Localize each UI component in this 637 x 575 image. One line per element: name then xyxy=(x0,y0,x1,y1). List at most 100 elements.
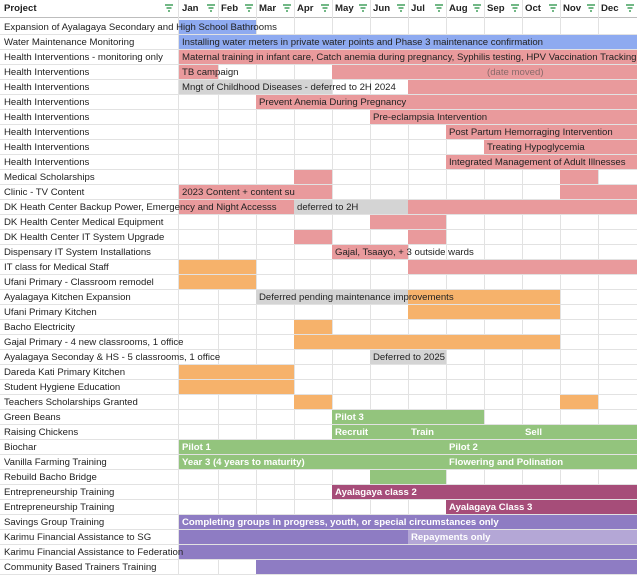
filter-icon[interactable] xyxy=(548,3,558,14)
project-name-cell[interactable]: Dareda Kati Primary Kitchen xyxy=(4,367,126,378)
column-divider xyxy=(256,0,257,574)
timeline-note[interactable]: Pilot 2 xyxy=(449,442,478,453)
filter-icon[interactable] xyxy=(625,3,635,14)
filter-icon[interactable] xyxy=(434,3,444,14)
timeline-bar xyxy=(370,350,446,364)
project-name-cell[interactable]: Health Interventions xyxy=(4,157,90,168)
row-divider xyxy=(0,484,637,485)
timeline-note[interactable]: Ayalagaya class 2 xyxy=(335,487,417,498)
project-name-cell[interactable]: Savings Group Training xyxy=(4,517,105,528)
project-name-cell[interactable]: DK Health Center IT System Upgrade xyxy=(4,232,165,243)
project-name-cell[interactable]: Karimu Financial Assistance to Federatio… xyxy=(4,547,184,558)
project-name-cell[interactable]: Health Interventions xyxy=(4,142,90,153)
project-name-cell[interactable]: Green Beans xyxy=(4,412,61,423)
row-divider xyxy=(0,139,637,140)
timeline-note[interactable]: Mngt of Childhood Diseases - deferred to… xyxy=(182,82,396,93)
filter-icon[interactable] xyxy=(320,3,330,14)
column-header-month[interactable]: Sep xyxy=(487,3,505,14)
filter-icon[interactable] xyxy=(510,3,520,14)
timeline-note[interactable]: Completing groups in progress, youth, or… xyxy=(182,517,499,528)
project-name-cell[interactable]: Student Hygiene Education xyxy=(4,382,121,393)
project-name-cell[interactable]: Health Interventions - monitoring only xyxy=(4,52,163,63)
column-header-month[interactable]: Feb xyxy=(221,3,239,14)
column-header-month[interactable]: Aug xyxy=(449,3,468,14)
column-header-month[interactable]: Jan xyxy=(182,3,199,14)
project-name-cell[interactable]: Ufani Primary Kitchen xyxy=(4,307,97,318)
project-name-cell[interactable]: Clinic - TV Content xyxy=(4,187,85,198)
timeline-note[interactable]: Sell xyxy=(525,427,543,438)
project-name-cell[interactable]: Entrepreneurship Training xyxy=(4,502,115,513)
project-name-cell[interactable]: Ayalagaya Seconday & HS - 5 classrooms, … xyxy=(4,352,221,363)
project-name-cell[interactable]: Water Maintenance Monitoring xyxy=(4,37,135,48)
row-divider xyxy=(0,109,637,110)
column-header-month[interactable]: Dec xyxy=(601,3,619,14)
project-name-cell[interactable]: Health Interventions xyxy=(4,112,90,123)
project-name-cell[interactable]: Dispensary IT System Installations xyxy=(4,247,151,258)
column-header-month[interactable]: Jul xyxy=(411,3,425,14)
timeline-note[interactable]: TB campaign xyxy=(182,67,239,78)
project-name-cell[interactable]: Vanilla Farming Training xyxy=(4,457,107,468)
timeline-bar xyxy=(560,185,637,199)
project-name-cell[interactable]: Entrepreneurship Training xyxy=(4,487,115,498)
timeline-note[interactable]: Prevent Anemia During Pregnancy xyxy=(259,97,407,108)
timeline-note[interactable]: Maternal training in infant care, Catch … xyxy=(182,52,637,63)
timeline-note[interactable]: Ayalagaya Class 3 xyxy=(449,502,533,513)
timeline-note[interactable]: deferred to 2H xyxy=(297,202,359,213)
project-name-cell[interactable]: Health Interventions xyxy=(4,67,90,78)
project-name-cell[interactable]: Gajal Primary - 4 new classrooms, 1 offi… xyxy=(4,337,184,348)
timeline-note[interactable]: Integrated Management of Adult Illnesses xyxy=(449,157,626,168)
timeline-note[interactable]: Post Partum Hemorraging Intervention xyxy=(449,127,613,138)
filter-icon[interactable] xyxy=(586,3,596,14)
row-divider xyxy=(0,169,637,170)
timeline-note[interactable]: Deferred pending maintenance improvement… xyxy=(259,292,454,303)
project-name-cell[interactable]: Karimu Financial Assistance to SG xyxy=(4,532,152,543)
column-header-month[interactable]: Mar xyxy=(259,3,277,14)
project-name-cell[interactable]: Bacho Electricity xyxy=(4,322,75,333)
timeline-bar xyxy=(370,110,637,124)
project-name-cell[interactable]: Health Interventions xyxy=(4,82,90,93)
project-name-cell[interactable]: Biochar xyxy=(4,442,37,453)
timeline-note[interactable]: Year 3 (4 years to maturity) xyxy=(182,457,305,468)
column-header-month[interactable]: Nov xyxy=(563,3,582,14)
project-name-cell[interactable]: Ayalagaya Kitchen Expansion xyxy=(4,292,131,303)
timeline-bar xyxy=(560,170,598,184)
project-name-cell[interactable]: Raising Chickens xyxy=(4,427,79,438)
filter-icon[interactable] xyxy=(396,3,406,14)
project-name-cell[interactable]: IT class for Medical Staff xyxy=(4,262,109,273)
timeline-note[interactable]: Repayments only xyxy=(411,532,491,543)
column-header-month[interactable]: May xyxy=(335,3,354,14)
column-header-month[interactable]: Oct xyxy=(525,3,541,14)
project-name-cell[interactable]: DK Health Center Medical Equipment xyxy=(4,217,164,228)
timeline-note[interactable]: Train xyxy=(411,427,434,438)
project-name-cell[interactable]: Expansion of Ayalagaya Secondary and Hig… xyxy=(4,22,277,33)
filter-icon[interactable] xyxy=(206,3,216,14)
project-name-cell[interactable]: Community Based Trainers Training xyxy=(4,562,157,573)
column-header-project[interactable]: Project xyxy=(4,3,37,14)
timeline-note[interactable]: Deferred to 2025 xyxy=(373,352,445,363)
column-header-month[interactable]: Jun xyxy=(373,3,391,14)
timeline-note[interactable]: 2023 Content + content su xyxy=(182,187,295,198)
project-name-cell[interactable]: Teachers Scholarships Granted xyxy=(4,397,138,408)
project-name-cell[interactable]: Medical Scholarships xyxy=(4,172,95,183)
project-name-cell[interactable]: DK Heath Center Backup Power, Emergency … xyxy=(4,202,277,213)
filter-icon[interactable] xyxy=(472,3,482,14)
timeline-note[interactable]: Installing water meters in private water… xyxy=(182,37,544,48)
timeline-note[interactable]: (date moved) xyxy=(487,67,544,78)
project-name-cell[interactable]: Ufani Primary - Classroom remodel xyxy=(4,277,154,288)
timeline-note[interactable]: Pilot 3 xyxy=(335,412,364,423)
timeline-note[interactable]: Pilot 1 xyxy=(182,442,211,453)
column-header-month[interactable]: Apr xyxy=(297,3,314,14)
timeline-note[interactable]: Flowering and Polination xyxy=(449,457,564,468)
timeline-note[interactable]: Gajal, Tsaayo, + 3 outside wards xyxy=(335,247,474,258)
filter-icon[interactable] xyxy=(358,3,368,14)
project-name-cell[interactable]: Health Interventions xyxy=(4,127,90,138)
timeline-note[interactable]: Treating Hypoglycemia xyxy=(487,142,585,153)
project-name-cell[interactable]: Health Interventions xyxy=(4,97,90,108)
filter-icon[interactable] xyxy=(244,3,254,14)
timeline-note[interactable]: Pre-eclampsia Intervention xyxy=(373,112,488,123)
filter-icon[interactable] xyxy=(164,3,174,14)
project-name-cell[interactable]: Rebuild Bacho Bridge xyxy=(4,472,97,483)
filter-icon[interactable] xyxy=(282,3,292,14)
row-divider xyxy=(0,94,637,95)
timeline-note[interactable]: Recruit xyxy=(335,427,369,438)
